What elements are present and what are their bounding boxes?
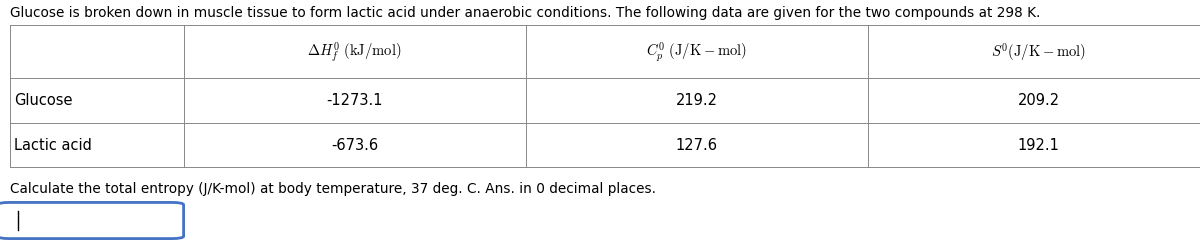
- FancyBboxPatch shape: [0, 202, 184, 239]
- Text: 219.2: 219.2: [676, 93, 718, 108]
- Text: -673.6: -673.6: [331, 138, 378, 153]
- Text: $S^0\rm{(J/K}-mol)$: $S^0\rm{(J/K}-mol)$: [991, 41, 1086, 63]
- Text: $\Delta H^0_f\ \rm{(kJ/mol)}$: $\Delta H^0_f\ \rm{(kJ/mol)}$: [307, 40, 402, 64]
- Text: Lactic acid: Lactic acid: [14, 138, 92, 153]
- Text: Glucose: Glucose: [14, 93, 73, 108]
- Text: Calculate the total entropy (J/K-mol) at body temperature, 37 deg. C. Ans. in 0 : Calculate the total entropy (J/K-mol) at…: [10, 182, 655, 196]
- Text: 127.6: 127.6: [676, 138, 718, 153]
- Text: 209.2: 209.2: [1018, 93, 1060, 108]
- Text: $C^0_p\ \rm{(J/K}-mol)$: $C^0_p\ \rm{(J/K}-mol)$: [647, 40, 746, 64]
- Text: 192.1: 192.1: [1018, 138, 1060, 153]
- Text: -1273.1: -1273.1: [326, 93, 383, 108]
- Text: Glucose is broken down in muscle tissue to form lactic acid under anaerobic cond: Glucose is broken down in muscle tissue …: [10, 6, 1040, 20]
